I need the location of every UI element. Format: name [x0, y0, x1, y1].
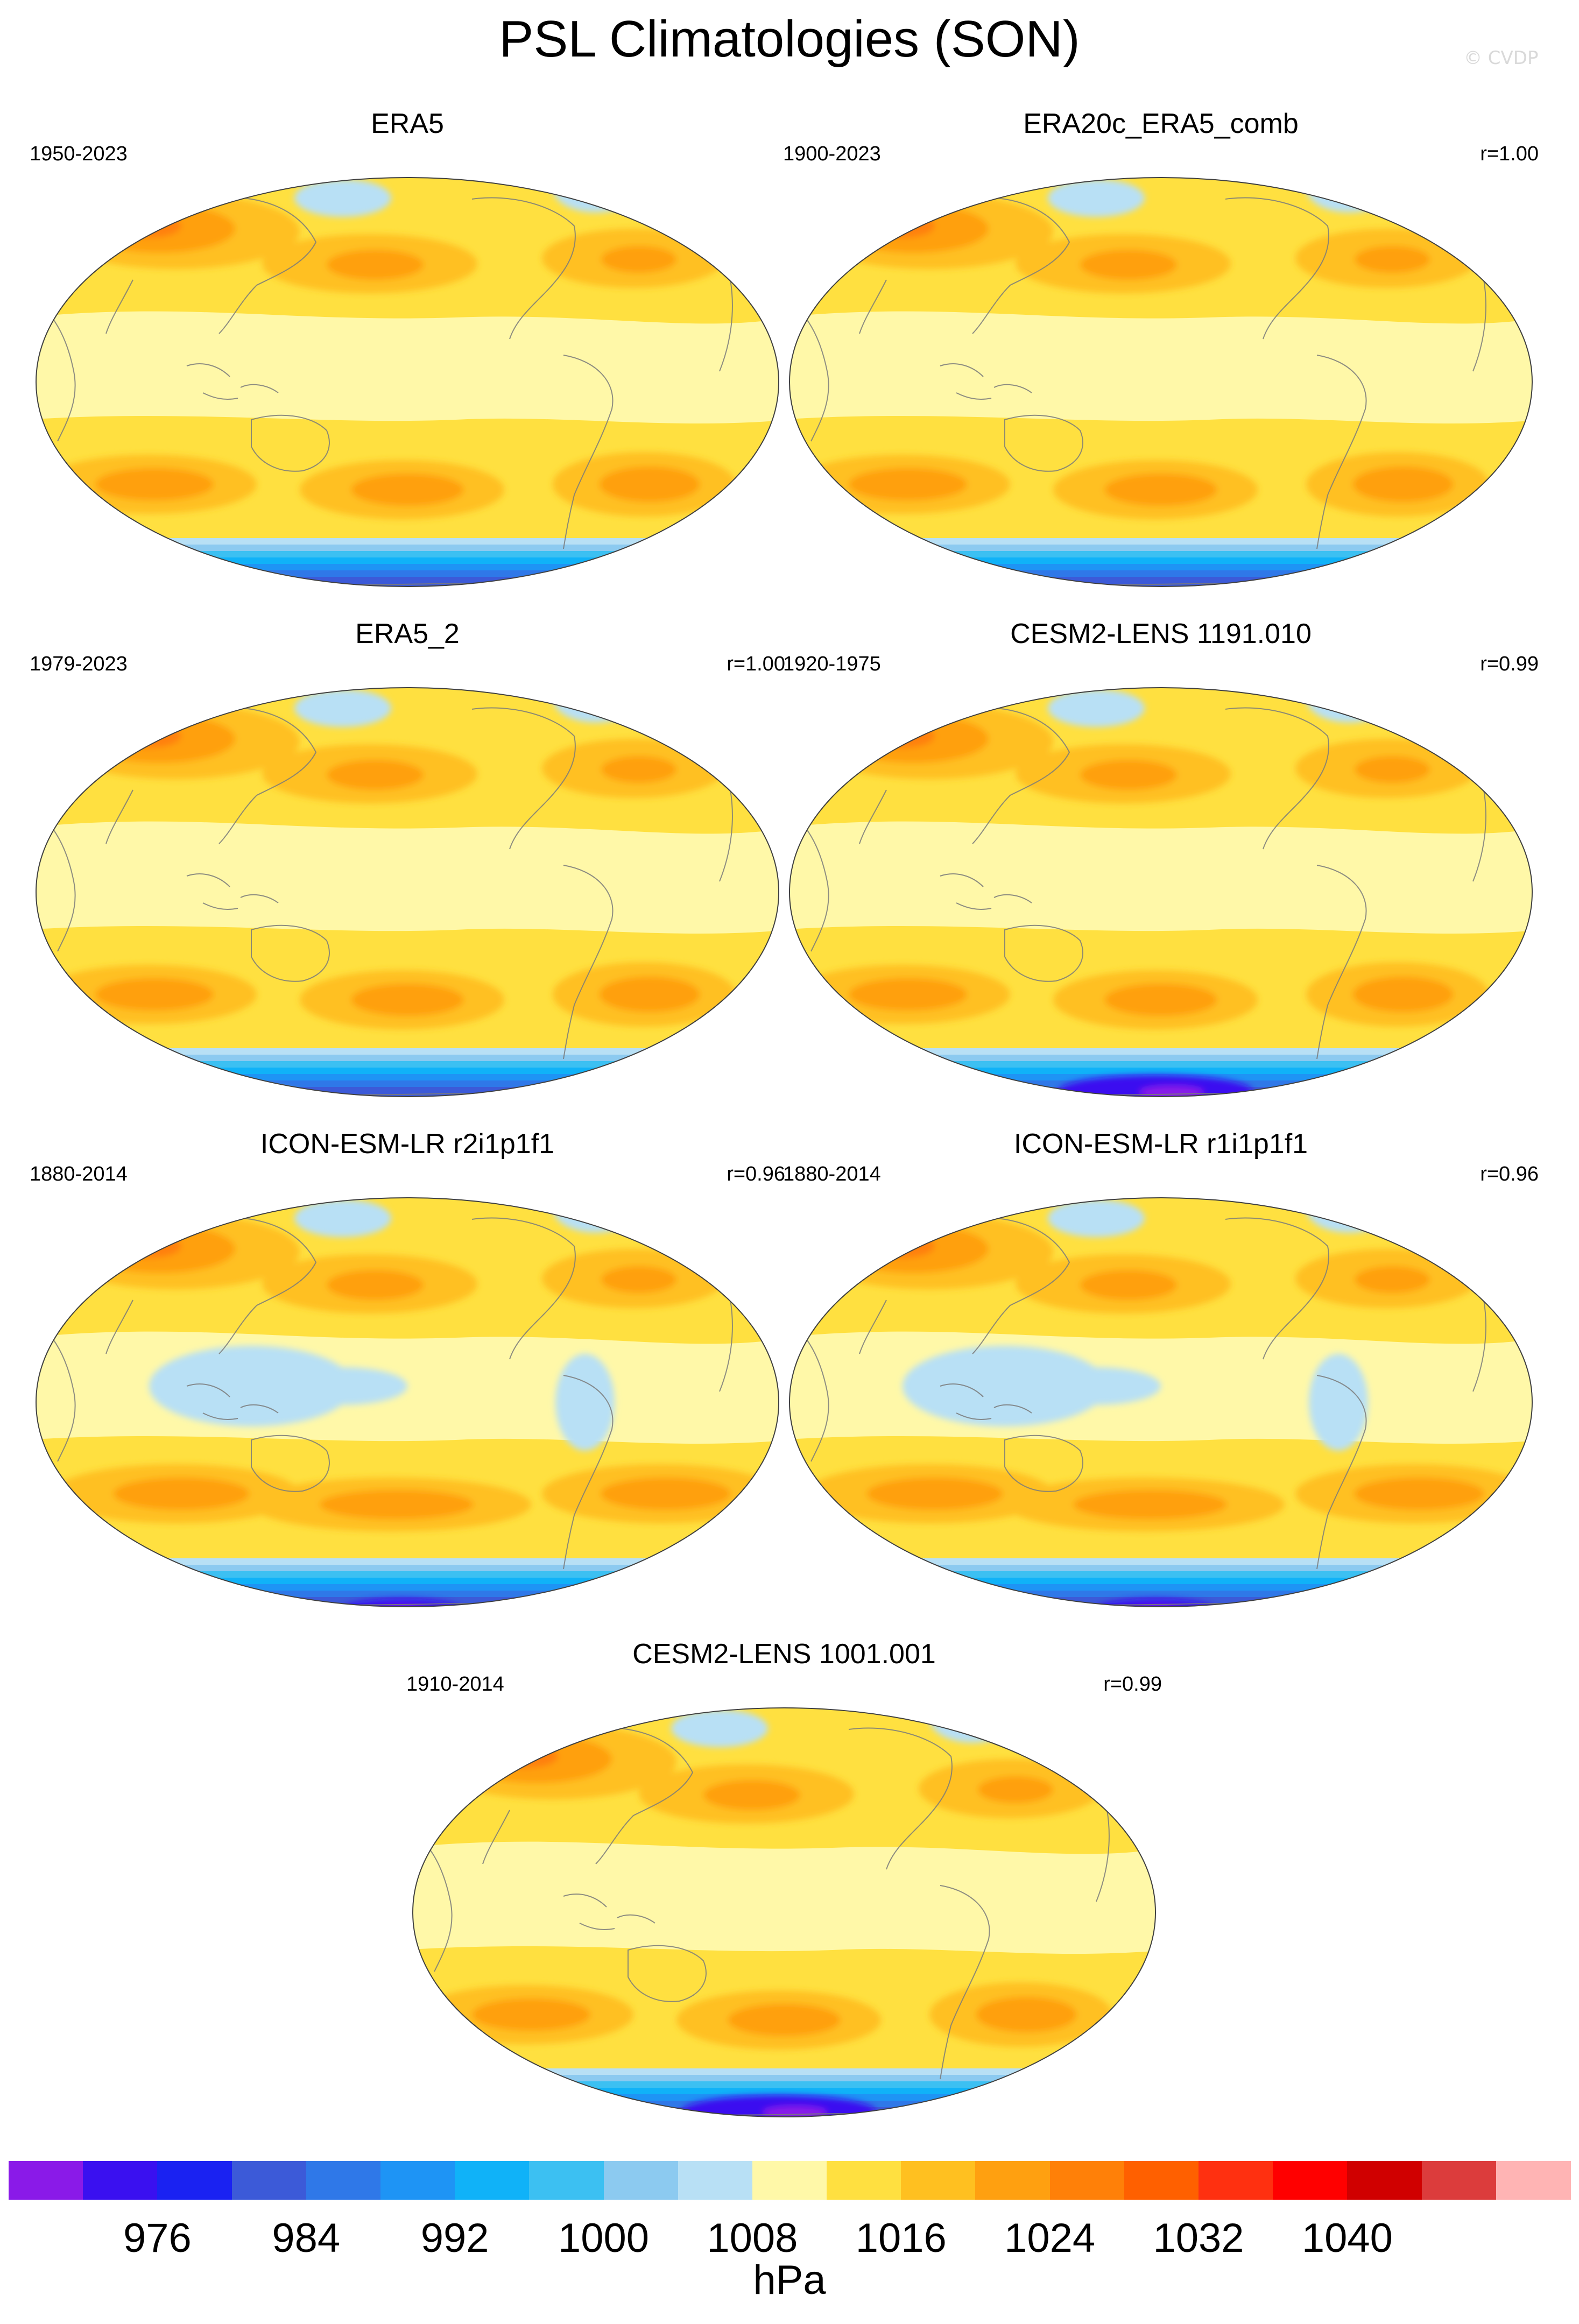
panel-period: 1920-1975: [783, 653, 881, 675]
panel-correlation: r=0.96: [1480, 1163, 1539, 1185]
psl-map: [36, 1197, 779, 1607]
colorbar-segment: [529, 2161, 604, 2200]
colorbar-tick-label: 1016: [855, 2215, 947, 2261]
colorbar-segment: [306, 2161, 381, 2200]
colorbar-tick-label: 1008: [707, 2215, 798, 2261]
colorbar-tick-label: 992: [420, 2215, 489, 2261]
panel-title: ERA5: [371, 108, 444, 139]
psl-map: [789, 1197, 1533, 1607]
map-panel: ICON-ESM-LR r1i1p1f1 1880-2014 r=0.96: [779, 1128, 1543, 1634]
psl-map: [789, 177, 1533, 587]
panel-correlation: r=0.96: [727, 1163, 785, 1185]
credit-watermark: © CVDP: [1464, 47, 1539, 69]
coastline-layer: [790, 1212, 1486, 1607]
psl-map: [789, 687, 1533, 1097]
colorbar-segment: [83, 2161, 158, 2200]
map-panel: CESM2-LENS 1191.010 1920-1975 r=0.99: [779, 618, 1543, 1124]
colorbar: [9, 2161, 1571, 2200]
psl-map: [412, 1707, 1156, 2117]
colorbar-tick-label: 976: [123, 2215, 192, 2261]
map-panel: ERA20c_ERA5_comb 1900-2023 r=1.00: [779, 108, 1543, 613]
colorbar-segment: [1421, 2161, 1497, 2200]
map-panel: CESM2-LENS 1001.001 1910-2014 r=0.99: [402, 1638, 1166, 2144]
colorbar-segment: [603, 2161, 679, 2200]
figure-title: PSL Climatologies (SON): [499, 10, 1080, 68]
psl-map: [36, 177, 779, 587]
colorbar-tick-label: 1040: [1301, 2215, 1393, 2261]
psl-map: [36, 687, 779, 1097]
colorbar-segment: [231, 2161, 307, 2200]
colorbar-segment: [678, 2161, 753, 2200]
panel-correlation: r=1.00: [1480, 143, 1539, 165]
colorbar-segment: [901, 2161, 976, 2200]
panel-period: 1880-2014: [30, 1163, 128, 1185]
panel-correlation: r=0.99: [1103, 1673, 1162, 1696]
colorbar-segment: [827, 2161, 901, 2200]
map-panel: ERA5_2 1979-2023 r=1.00: [25, 618, 790, 1124]
map-panel: ERA5 1950-2023: [25, 108, 790, 613]
panel-correlation: r=1.00: [727, 653, 785, 675]
panel-title: ERA20c_ERA5_comb: [1023, 108, 1299, 139]
panel-title: ICON-ESM-LR r1i1p1f1: [1013, 1128, 1308, 1160]
colorbar-segment: [975, 2161, 1051, 2200]
colorbar-segment: [157, 2161, 232, 2200]
colorbar-segment: [1347, 2161, 1422, 2200]
colorbar-segment: [1199, 2161, 1273, 2200]
panel-title: CESM2-LENS 1001.001: [632, 1638, 936, 1670]
map-panel: ICON-ESM-LR r2i1p1f1 1880-2014 r=0.96: [25, 1128, 790, 1634]
colorbar-segment: [1496, 2161, 1571, 2200]
colorbar-segment: [1273, 2161, 1348, 2200]
colorbar-units: hPa: [753, 2257, 826, 2303]
colorbar-segment: [9, 2161, 83, 2200]
panel-period: 1979-2023: [30, 653, 128, 675]
panel-title: ICON-ESM-LR r2i1p1f1: [260, 1128, 555, 1160]
colorbar-segment: [752, 2161, 827, 2200]
colorbar-segment: [1124, 2161, 1199, 2200]
panel-title: CESM2-LENS 1191.010: [1010, 618, 1312, 649]
colorbar-segment: [1049, 2161, 1125, 2200]
panel-period: 1900-2023: [783, 143, 881, 165]
colorbar-segment: [380, 2161, 455, 2200]
panel-title: ERA5_2: [355, 618, 460, 649]
colorbar-tick-label: 984: [272, 2215, 341, 2261]
colorbar-segment: [455, 2161, 530, 2200]
panel-period: 1910-2014: [406, 1673, 504, 1696]
colorbar-tick-label: 1032: [1153, 2215, 1244, 2261]
panel-period: 1880-2014: [783, 1163, 881, 1185]
colorbar-tick-label: 1000: [558, 2215, 650, 2261]
colorbar-tick-label: 1024: [1004, 2215, 1096, 2261]
panel-correlation: r=0.99: [1480, 653, 1539, 675]
panel-period: 1950-2023: [30, 143, 128, 165]
